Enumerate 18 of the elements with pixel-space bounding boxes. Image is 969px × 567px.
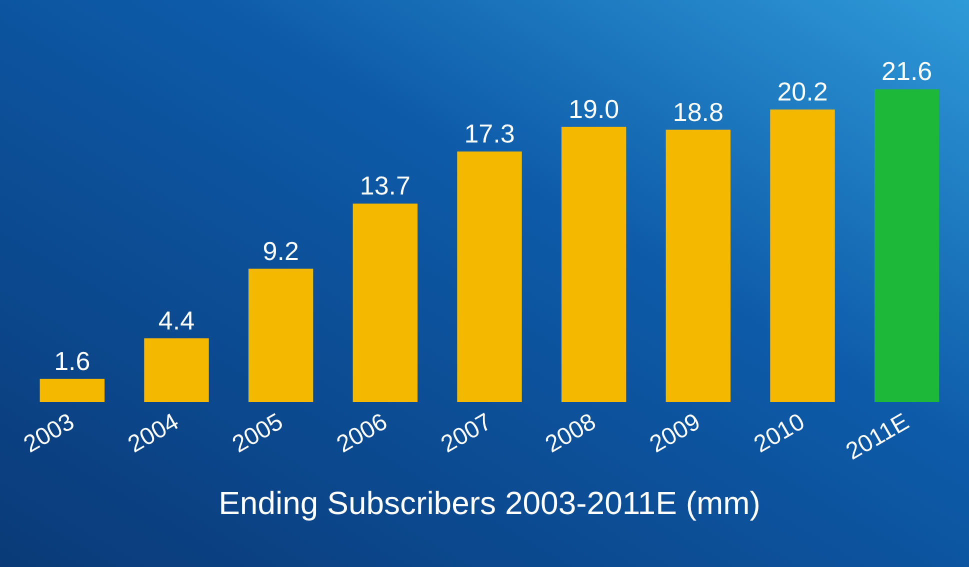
data-label: 4.4: [158, 305, 195, 336]
data-label: 18.8: [672, 96, 724, 127]
x-tick-label: 2010: [750, 408, 810, 458]
x-tick-label: 2006: [332, 408, 392, 458]
x-tick-label: 2003: [19, 408, 79, 458]
x-tick-label: 2007: [436, 408, 496, 458]
data-label: 13.7: [360, 170, 410, 201]
data-label: 17.3: [464, 118, 515, 148]
data-label: 9.2: [262, 236, 299, 266]
data-label: 21.6: [882, 56, 932, 86]
x-axis-title: Ending Subscribers 2003-2011E (mm): [218, 485, 760, 521]
x-tick-label: 2008: [540, 408, 601, 458]
data-label: 1.6: [54, 346, 90, 376]
x-tick-label: 2009: [645, 408, 705, 458]
x-tick-label: 2005: [228, 408, 288, 458]
x-tick-label: 2004: [124, 408, 184, 458]
data-label: 19.0: [568, 94, 620, 124]
data-label: 20.2: [777, 76, 828, 107]
